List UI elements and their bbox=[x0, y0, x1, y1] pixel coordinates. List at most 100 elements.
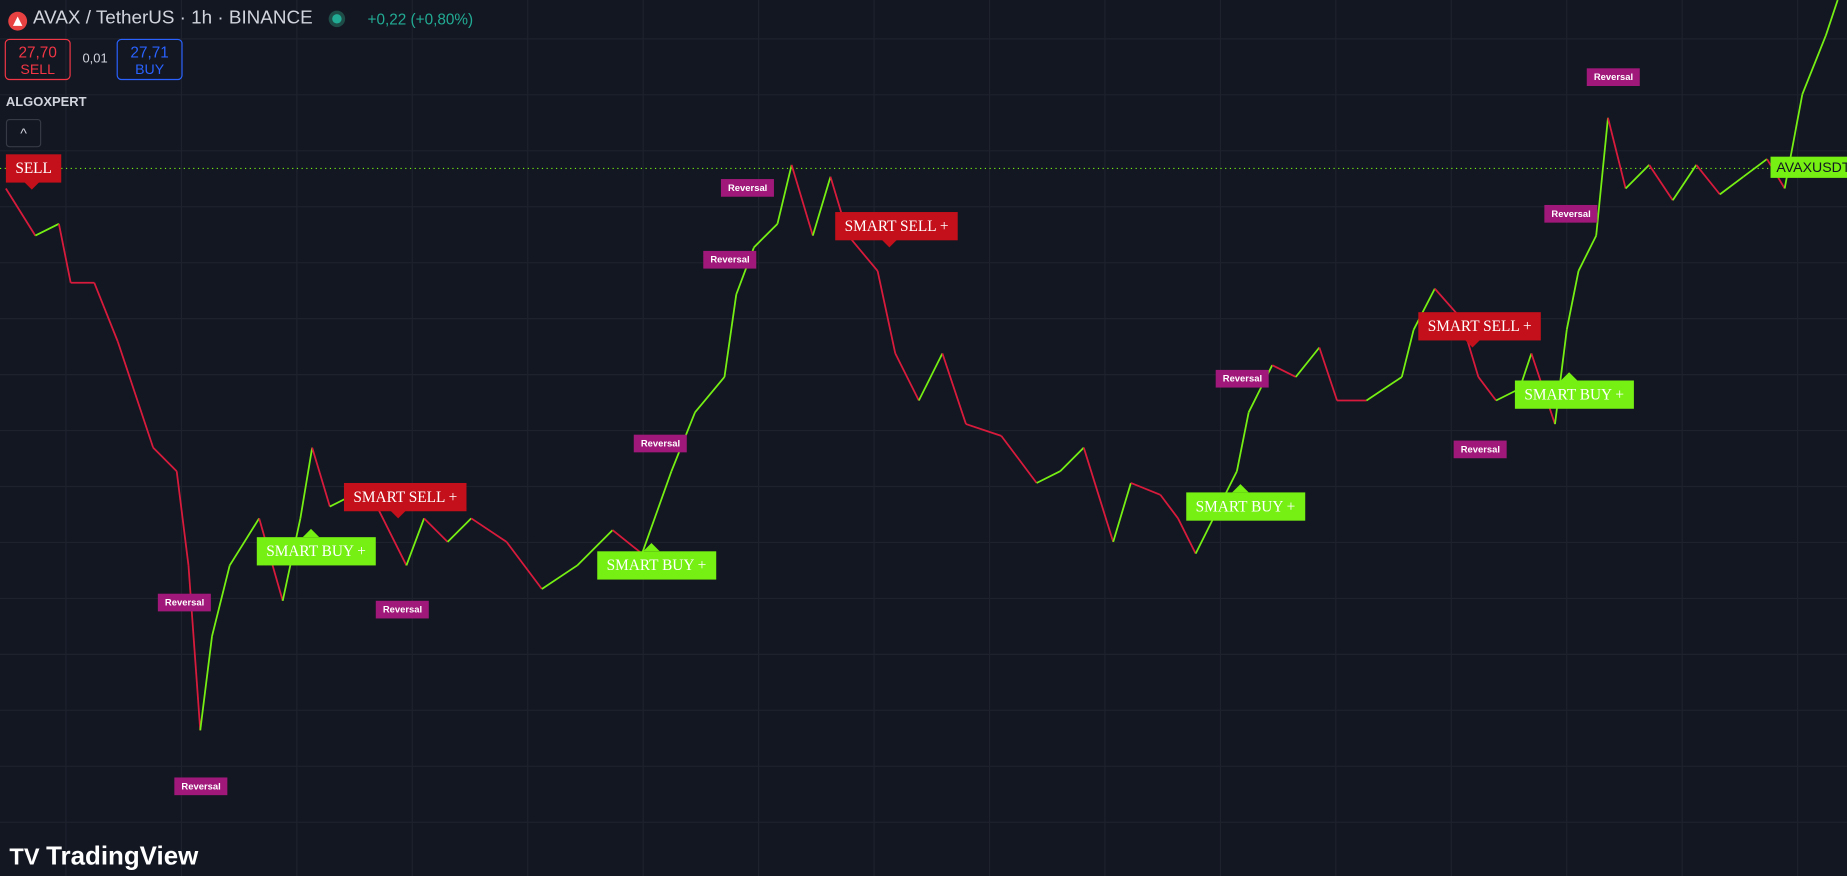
reversal-label: Reversal bbox=[174, 777, 228, 796]
reversal-label: Reversal bbox=[1215, 369, 1270, 388]
signal-label: SMART SELL + bbox=[343, 482, 467, 512]
sell-price: 27,70 bbox=[18, 43, 57, 62]
price-segment bbox=[1318, 347, 1338, 401]
signal-label: SMART SELL + bbox=[835, 212, 958, 241]
price-segment bbox=[1400, 329, 1415, 378]
price-segment bbox=[470, 517, 508, 543]
indicator-name: ALGOXPERT bbox=[5, 95, 87, 110]
signal-pointer bbox=[1560, 372, 1578, 381]
price-segment bbox=[152, 447, 178, 472]
signal-label: SMART BUY + bbox=[597, 551, 716, 580]
price-segment bbox=[1595, 117, 1609, 236]
price-segment bbox=[1719, 175, 1744, 196]
price-segment bbox=[847, 235, 879, 272]
price-segment bbox=[1648, 164, 1674, 201]
price-segment bbox=[1412, 288, 1436, 331]
reversal-label: Reversal bbox=[157, 593, 212, 612]
signal-label: SMART BUY + bbox=[1514, 380, 1634, 409]
signal-pointer bbox=[22, 181, 40, 190]
price-segment bbox=[965, 423, 1002, 437]
price-segment bbox=[1036, 470, 1061, 484]
price-segment bbox=[423, 517, 449, 543]
spread: 0,01 bbox=[82, 51, 108, 66]
price-segment bbox=[1236, 412, 1250, 472]
price-segment bbox=[1112, 482, 1132, 543]
collapse-button[interactable]: ^ bbox=[5, 118, 42, 148]
price-segment bbox=[1565, 270, 1580, 331]
reversal-label: Reversal bbox=[1586, 68, 1641, 86]
price-segment bbox=[1000, 435, 1038, 484]
status-dot bbox=[328, 10, 346, 28]
price-segment bbox=[1801, 35, 1827, 95]
price-segment bbox=[199, 636, 213, 731]
price-segment bbox=[1365, 376, 1403, 402]
price-segment bbox=[723, 294, 738, 378]
price-segment bbox=[894, 353, 920, 401]
price-segment bbox=[1059, 447, 1085, 472]
price-segment bbox=[612, 529, 643, 555]
signal-pointer bbox=[389, 510, 407, 519]
price-segment bbox=[1130, 482, 1161, 496]
price-segment bbox=[1577, 235, 1597, 272]
reversal-label: Reversal bbox=[375, 600, 430, 619]
price-segment bbox=[541, 564, 578, 590]
price-segment bbox=[1825, 0, 1839, 36]
signal-pointer bbox=[643, 543, 660, 552]
sell-label: SELL bbox=[20, 61, 55, 78]
price-segment bbox=[405, 518, 425, 566]
logo: TV TradingView bbox=[9, 841, 198, 872]
price-segment bbox=[116, 341, 154, 448]
price-segment bbox=[790, 164, 814, 236]
price-segment bbox=[1695, 164, 1721, 195]
price-segment bbox=[447, 517, 472, 543]
reversal-label: Reversal bbox=[1453, 440, 1508, 459]
reversal-label: Reversal bbox=[703, 250, 757, 269]
price-segment bbox=[211, 565, 231, 637]
price-segment bbox=[93, 282, 119, 342]
price-segment bbox=[694, 376, 726, 413]
reversal-label: Reversal bbox=[1544, 204, 1598, 223]
buy-price: 27,71 bbox=[130, 43, 169, 62]
buy-button[interactable]: 27,71 BUY bbox=[116, 38, 183, 81]
signal-pointer bbox=[881, 239, 898, 248]
price-segment bbox=[1625, 164, 1650, 190]
signal-pointer bbox=[1464, 339, 1481, 348]
reversal-label: Reversal bbox=[720, 179, 775, 197]
price-segment bbox=[58, 223, 72, 283]
symbol-icon bbox=[8, 11, 28, 31]
logo-mark: TV bbox=[9, 844, 47, 871]
signal-label: SMART BUY + bbox=[1186, 492, 1305, 521]
price-segment bbox=[1295, 346, 1321, 378]
buy-label: BUY bbox=[135, 61, 165, 78]
signal-label: SMART SELL + bbox=[1418, 312, 1542, 341]
price-segment bbox=[1159, 494, 1179, 519]
price-segment bbox=[918, 353, 944, 401]
price-segment bbox=[5, 188, 37, 237]
logo-text: TradingView bbox=[46, 841, 199, 871]
price-segment bbox=[228, 517, 260, 566]
price-segment bbox=[311, 447, 331, 507]
price-segment bbox=[505, 541, 543, 590]
price-segment bbox=[187, 565, 202, 731]
price-change: +0,22 (+0,80%) bbox=[367, 10, 474, 29]
sell-button[interactable]: 27,70 SELL bbox=[4, 38, 71, 81]
price-segment bbox=[299, 447, 314, 519]
price-segment bbox=[1607, 117, 1627, 189]
price-segment bbox=[641, 470, 673, 554]
reversal-label: Reversal bbox=[633, 434, 688, 453]
price-segment bbox=[1271, 364, 1297, 378]
price-segment bbox=[1477, 376, 1497, 402]
price-segment bbox=[753, 223, 779, 249]
price-segment bbox=[1672, 164, 1698, 201]
price-segment bbox=[1177, 517, 1197, 555]
price-segment bbox=[876, 270, 897, 354]
price-segment bbox=[576, 529, 614, 567]
signal-pointer bbox=[1232, 484, 1249, 493]
signal-label: SMART BUY + bbox=[256, 537, 376, 566]
price-line-label: AVAXUSDT bbox=[1770, 156, 1847, 178]
price-segment bbox=[175, 471, 190, 566]
